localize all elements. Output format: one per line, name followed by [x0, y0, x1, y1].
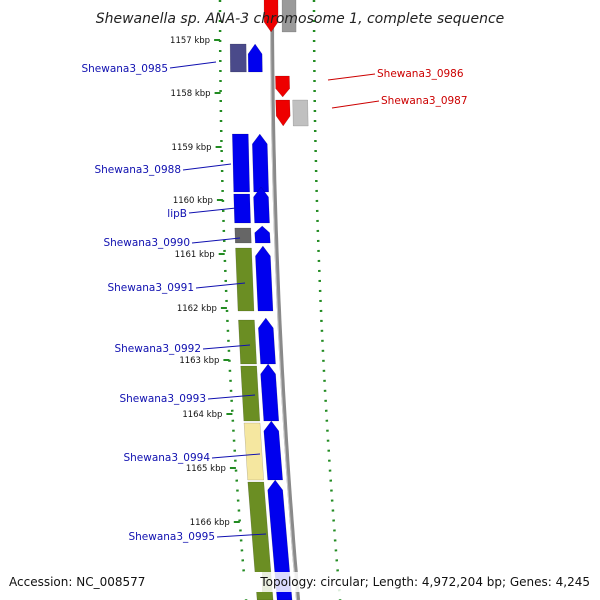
gene-cog-0990 — [234, 227, 252, 244]
leader-line — [182, 163, 232, 171]
gene-label: Shewana3_0987 — [381, 95, 468, 107]
gene-0992 — [258, 317, 276, 365]
footer-left-bg — [0, 572, 262, 592]
leader-line — [169, 61, 217, 69]
gene-label: Shewana3_0995 — [128, 531, 215, 543]
chromosome-backbone — [270, 0, 301, 600]
gene-0986 — [275, 75, 290, 98]
gene-label: Shewana3_0993 — [119, 393, 206, 405]
leader-line — [195, 282, 246, 289]
gene-0990 — [254, 225, 271, 244]
gene-cog-lipB — [233, 193, 251, 224]
gene-label: Shewana3_0985 — [81, 63, 168, 75]
gene-label: Shewana3_0988 — [94, 164, 181, 176]
gene-0995 — [267, 479, 293, 600]
gene-label: Shewana3_0992 — [114, 343, 201, 355]
gene-0985 — [247, 43, 263, 73]
gene-cog-0985 — [229, 43, 247, 73]
gene-features — [229, 0, 309, 600]
gene-partial-red — [263, 0, 279, 33]
kbp-tick-labels: 1157 kbp 1158 kbp 1159 kbp 1160 kbp 1161 kbp… — [170, 36, 245, 582]
gene-label: Shewana3_0990 — [103, 237, 190, 249]
tick-label: 1158 kbp — [171, 89, 211, 99]
dotted-arc-outer — [312, 0, 342, 600]
tick-label: 1162 kbp — [177, 304, 217, 314]
gene-labels: Shewana3_0985 Shewana3_0986 Shewana3_0987 S… — [81, 61, 468, 543]
tick-label: 1164 kbp — [182, 410, 222, 420]
gene-label: Shewana3_0991 — [107, 282, 194, 294]
footer-right-bg — [262, 572, 600, 592]
leader-line — [216, 533, 267, 538]
gene-cog-0994 — [243, 422, 264, 481]
leader-line — [331, 100, 380, 109]
gene-0987 — [275, 99, 291, 127]
gene-0993 — [260, 363, 280, 422]
tick-label: 1166 kbp — [190, 518, 230, 528]
leader-line — [188, 207, 237, 214]
dotted-guide-arcs — [218, 0, 342, 600]
gene-0991 — [255, 245, 274, 312]
gene-cog-0992 — [238, 319, 257, 365]
map-title: Shewanella sp. ANA-3 chromosome 1, compl… — [96, 11, 505, 27]
gene-label: lipB — [167, 208, 187, 220]
gene-cog-0993 — [240, 365, 261, 422]
leader-line — [327, 73, 376, 81]
leader-line — [211, 453, 261, 459]
leader-line — [191, 237, 241, 244]
gene-0988 — [252, 133, 269, 193]
tick-label: 1163 kbp — [179, 356, 219, 366]
leader-line — [202, 344, 251, 350]
gene-partial-gray — [281, 0, 297, 33]
gene-label: Shewana3_0986 — [377, 68, 464, 80]
topology-text: Topology: circular; Length: 4,972,204 bp… — [259, 575, 590, 589]
accession-text: Accession: NC_008577 — [9, 575, 145, 589]
leader-line — [207, 394, 256, 400]
gene-cog-0995 — [247, 481, 274, 600]
gene-0994 — [263, 420, 283, 481]
gene-lipB — [253, 186, 270, 224]
tick-label: 1165 kbp — [186, 464, 226, 474]
gene-cog-0987 — [292, 99, 309, 127]
tick-label: 1157 kbp — [170, 36, 210, 46]
gene-cog-0991 — [235, 247, 255, 312]
backbone-line — [270, 0, 301, 600]
gene-cog-0988 — [232, 133, 250, 193]
tick-label: 1161 kbp — [175, 250, 215, 260]
gene-label: Shewana3_0994 — [123, 452, 210, 464]
tick-label: 1160 kbp — [173, 196, 213, 206]
tick-label: 1159 kbp — [172, 143, 212, 153]
dotted-arc-inner — [218, 0, 248, 600]
backbone-highlight — [270, 0, 298, 600]
